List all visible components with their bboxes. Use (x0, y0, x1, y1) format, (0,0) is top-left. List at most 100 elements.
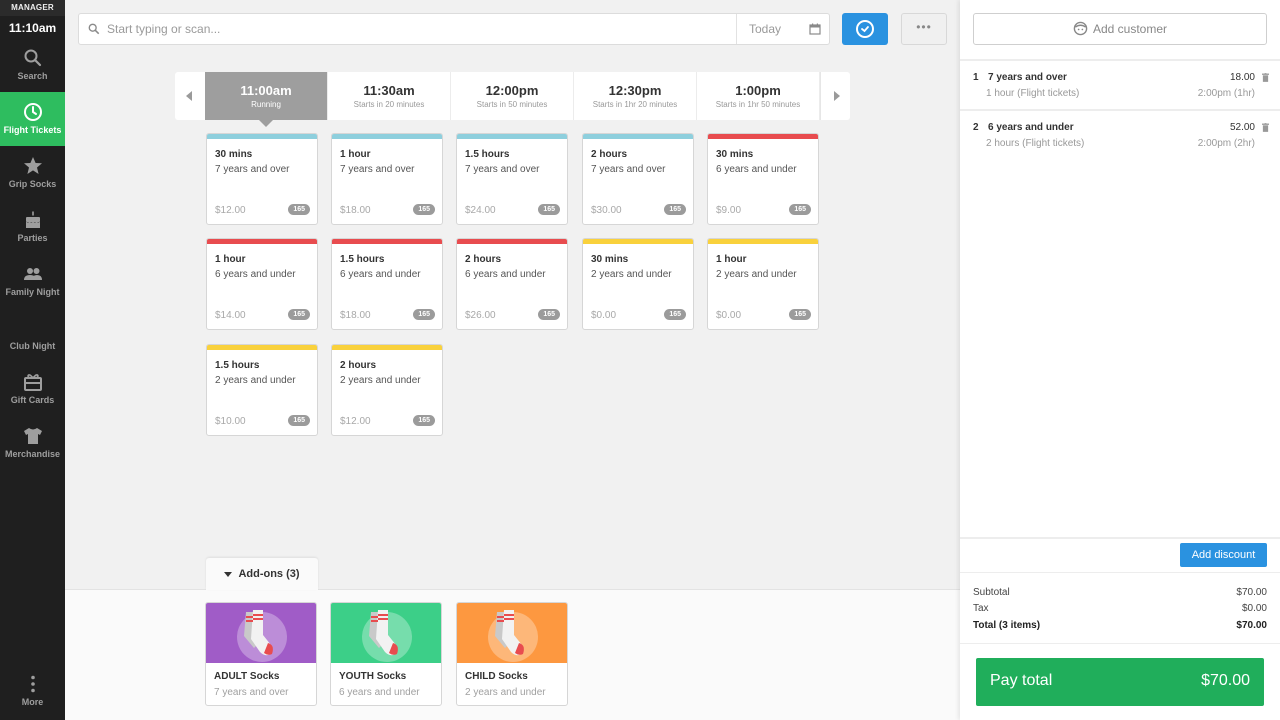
cart-line-item[interactable]: 2 6 years and under 2 hours (Flight tick… (960, 111, 1280, 159)
clock-icon (23, 103, 42, 121)
ticket-age-group: 2 years and under (716, 269, 797, 280)
ticket-card[interactable]: 2 hours 2 years and under $12.00 165 (331, 344, 443, 436)
sidebar-item-merchandise[interactable]: Merchandise (0, 416, 65, 470)
addon-image (457, 603, 567, 663)
trash-icon[interactable] (1262, 123, 1269, 132)
line-quantity: 2 (973, 122, 979, 133)
sidebar-item-label: Flight Tickets (3, 125, 62, 135)
sidebar-item-label: More (21, 697, 44, 707)
ticket-card[interactable]: 1 hour 2 years and under $0.00 165 (707, 238, 819, 330)
slot-time: 11:30am (363, 83, 415, 98)
line-amount: 18.00 (1229, 72, 1255, 83)
cart-line-item[interactable]: 1 7 years and over 1 hour (Flight ticket… (960, 61, 1280, 109)
ticket-age-group: 2 years and under (591, 269, 672, 280)
trash-icon[interactable] (1262, 73, 1269, 82)
ticket-card[interactable]: 1.5 hours 6 years and under $18.00 165 (331, 238, 443, 330)
ticket-card[interactable]: 2 hours 6 years and under $26.00 165 (456, 238, 568, 330)
ticket-age-group: 7 years and over (591, 164, 666, 175)
search-input[interactable] (107, 14, 727, 44)
ticket-duration: 1.5 hours (215, 360, 260, 371)
addon-name: ADULT Socks (214, 671, 280, 682)
subtotal-row: Subtotal $70.00 (973, 587, 1267, 598)
slot-status: Starts in 20 minutes (353, 100, 425, 109)
date-picker[interactable]: Today (736, 14, 830, 44)
ticket-price: $9.00 (716, 205, 742, 216)
slot-status: Starts in 1hr 20 minutes (592, 100, 678, 109)
ticket-duration: 1.5 hours (340, 254, 385, 265)
time-slot[interactable]: 1:00pm Starts in 1hr 50 minutes (697, 72, 820, 120)
ticket-card[interactable]: 1.5 hours 7 years and over $24.00 165 (456, 133, 568, 225)
more-options-button[interactable]: ••• (901, 13, 947, 45)
addon-age-group: 6 years and under (339, 687, 420, 698)
add-customer-label: Add customer (1092, 22, 1168, 36)
addons-toggle-tab[interactable]: Add-ons (3) (206, 558, 318, 590)
slot-status: Running (251, 100, 281, 109)
addon-card[interactable]: CHILD Socks 2 years and under (456, 602, 568, 706)
sidebar-item-label: Club Night (9, 341, 56, 351)
sidebar-item-grip-socks[interactable]: Grip Socks (0, 146, 65, 200)
addon-card[interactable]: YOUTH Socks 6 years and under (330, 602, 442, 706)
ticket-duration: 30 mins (716, 149, 754, 160)
ticket-age-group: 6 years and under (465, 269, 546, 280)
ticket-price: $30.00 (591, 205, 622, 216)
sidebar-item-parties[interactable]: Parties (0, 200, 65, 254)
sidebar-item-club-night[interactable]: Club Night (0, 308, 65, 362)
ticket-price: $18.00 (340, 310, 371, 321)
add-customer-button[interactable]: Add customer (973, 13, 1267, 45)
search-bar: Today (78, 13, 830, 45)
ticket-card[interactable]: 30 mins 6 years and under $9.00 165 (707, 133, 819, 225)
previous-slots-button[interactable] (175, 72, 205, 120)
time-slot[interactable]: 12:30pm Starts in 1hr 20 minutes (574, 72, 697, 120)
addon-image (331, 603, 441, 663)
ticket-price: $12.00 (215, 205, 246, 216)
sidebar-item-gift-cards[interactable]: Gift Cards (0, 362, 65, 416)
tax-row: Tax $0.00 (973, 603, 1267, 614)
ticket-card[interactable]: 1 hour 7 years and over $18.00 165 (331, 133, 443, 225)
ticket-card[interactable]: 2 hours 7 years and over $30.00 165 (582, 133, 694, 225)
sock-icon (237, 610, 287, 662)
gift-card-icon (23, 374, 42, 391)
sidebar-nav: MANAGER 11:10am Search Flight Tickets Gr… (0, 0, 65, 720)
time-slot[interactable]: 12:00pm Starts in 50 minutes (451, 72, 574, 120)
sidebar-item-label: Search (17, 71, 48, 81)
date-picker-value: Today (749, 22, 782, 36)
tax-label: Tax (973, 603, 989, 614)
addon-card[interactable]: ADULT Socks 7 years and over (205, 602, 317, 706)
slot-time: 11:00am (240, 83, 292, 98)
sidebar-more-button[interactable]: More (0, 664, 65, 718)
time-now-button[interactable] (842, 13, 888, 45)
capacity-badge: 165 (538, 204, 560, 215)
sidebar-item-flight-tickets[interactable]: Flight Tickets (0, 92, 65, 146)
age-color-band (583, 134, 693, 139)
ticket-card[interactable]: 30 mins 7 years and over $12.00 165 (206, 133, 318, 225)
ticket-duration: 1 hour (215, 254, 246, 265)
ticket-age-group: 6 years and under (215, 269, 296, 280)
age-color-band (207, 239, 317, 244)
capacity-badge: 165 (789, 309, 811, 320)
time-slot[interactable]: 11:00am Running (205, 72, 328, 127)
ticket-price: $18.00 (340, 205, 371, 216)
age-color-band (207, 345, 317, 350)
sidebar-item-label: Grip Socks (8, 179, 57, 189)
ticket-card[interactable]: 30 mins 2 years and under $0.00 165 (582, 238, 694, 330)
ticket-card[interactable]: 1.5 hours 2 years and under $10.00 165 (206, 344, 318, 436)
ticket-price: $0.00 (716, 310, 742, 321)
ticket-card[interactable]: 1 hour 6 years and under $14.00 165 (206, 238, 318, 330)
next-slots-button[interactable] (820, 72, 850, 120)
add-discount-button[interactable]: Add discount (1180, 543, 1267, 567)
pay-total-button[interactable]: Pay total $70.00 (976, 658, 1264, 706)
line-time: 2:00pm (2hr) (1197, 138, 1255, 149)
calendar-icon (809, 23, 821, 35)
ticket-duration: 30 mins (215, 149, 253, 160)
divider (960, 537, 1280, 539)
ticket-age-group: 7 years and over (340, 164, 415, 175)
sidebar-item-search[interactable]: Search (0, 38, 65, 92)
time-slot[interactable]: 11:30am Starts in 20 minutes (328, 72, 451, 120)
sidebar-item-family-night[interactable]: Family Night (0, 254, 65, 308)
search-icon (88, 23, 100, 35)
total-value: $70.00 (1236, 620, 1267, 631)
age-color-band (332, 134, 442, 139)
ticket-age-group: 2 years and under (215, 375, 296, 386)
vertical-dots-icon (30, 675, 35, 693)
divider (960, 109, 1280, 111)
